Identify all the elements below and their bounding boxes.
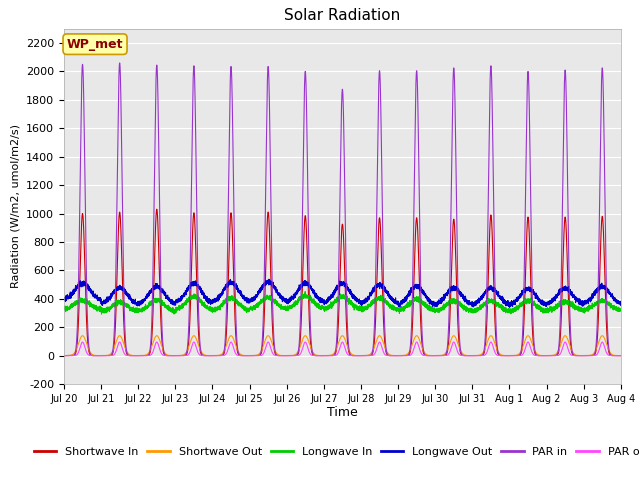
Text: WP_met: WP_met <box>67 37 124 51</box>
Legend: Shortwave In, Shortwave Out, Longwave In, Longwave Out, PAR in, PAR out: Shortwave In, Shortwave Out, Longwave In… <box>29 443 640 462</box>
X-axis label: Time: Time <box>327 407 358 420</box>
Title: Solar Radiation: Solar Radiation <box>284 9 401 24</box>
Y-axis label: Radiation (W/m2, umol/m2/s): Radiation (W/m2, umol/m2/s) <box>10 124 20 288</box>
